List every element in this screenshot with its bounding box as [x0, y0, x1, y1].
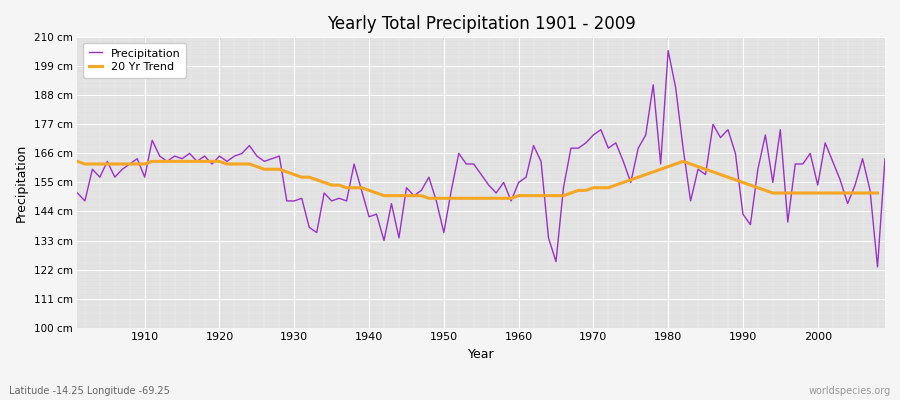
Line: 20 Yr Trend: 20 Yr Trend [77, 161, 878, 198]
Precipitation [296, 196, 307, 201]
Precipitation [662, 48, 673, 53]
Line: Precipitation: Precipitation [77, 50, 885, 267]
20 Yr Trend [768, 191, 778, 196]
Precipitation [506, 198, 517, 203]
Precipitation [603, 146, 614, 150]
20 Yr Trend [865, 191, 876, 196]
20 Yr Trend [454, 196, 464, 201]
Title: Yearly Total Precipitation 1901 - 2009: Yearly Total Precipitation 1901 - 2009 [327, 15, 635, 33]
X-axis label: Year: Year [468, 348, 494, 361]
20 Yr Trend [716, 172, 726, 177]
Y-axis label: Precipitation: Precipitation [15, 143, 28, 222]
Precipitation [872, 264, 883, 269]
20 Yr Trend [872, 191, 883, 196]
Legend: Precipitation, 20 Yr Trend: Precipitation, 20 Yr Trend [83, 43, 186, 78]
20 Yr Trend [154, 159, 165, 164]
20 Yr Trend [199, 159, 210, 164]
Text: worldspecies.org: worldspecies.org [809, 386, 891, 396]
Precipitation [131, 156, 142, 161]
20 Yr Trend [72, 159, 83, 164]
Precipitation [513, 180, 524, 185]
Precipitation [72, 191, 83, 196]
Precipitation [341, 198, 352, 203]
20 Yr Trend [424, 196, 435, 201]
Precipitation [879, 156, 890, 161]
Text: Latitude -14.25 Longitude -69.25: Latitude -14.25 Longitude -69.25 [9, 386, 170, 396]
